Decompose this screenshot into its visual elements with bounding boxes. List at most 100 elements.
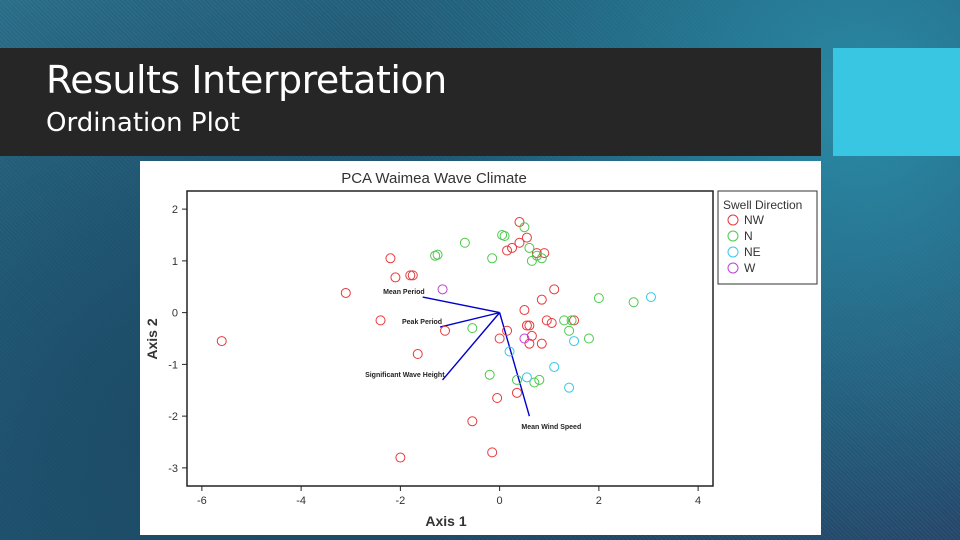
point-nw xyxy=(340,287,351,298)
point-n xyxy=(467,323,478,334)
point-nw xyxy=(502,245,513,256)
point-n xyxy=(526,255,537,266)
slide-title: Results Interpretation xyxy=(46,58,447,102)
x-tick-label: -2 xyxy=(395,495,405,507)
point-n xyxy=(628,297,639,308)
point-n xyxy=(487,253,498,264)
point-nw xyxy=(390,272,401,283)
legend-label-n: N xyxy=(744,229,753,243)
point-nw xyxy=(405,270,416,281)
y-tick-label: -3 xyxy=(168,463,178,475)
vector-line xyxy=(498,312,531,417)
point-n xyxy=(531,250,542,261)
vector-label: Significant Wave Height xyxy=(365,372,445,379)
point-n xyxy=(459,237,470,248)
point-nw xyxy=(569,315,580,326)
point-nw xyxy=(395,452,406,463)
title-bar xyxy=(0,48,821,156)
x-tick-label: 0 xyxy=(497,495,503,507)
y-ticks: -3 -2 -1 0 1 2 xyxy=(168,204,187,475)
point-nw xyxy=(526,330,537,341)
legend: Swell Direction NW N NE W xyxy=(717,190,818,285)
point-nw xyxy=(502,325,513,336)
legend-marker-nw xyxy=(727,214,739,226)
x-tick-label: 4 xyxy=(695,495,701,507)
x-tick-label: 2 xyxy=(596,495,602,507)
vector-line xyxy=(422,296,500,314)
point-n xyxy=(566,315,577,326)
legend-label-w: W xyxy=(744,261,756,275)
point-nw xyxy=(440,325,451,336)
point-nw xyxy=(514,217,525,228)
y-tick-label: 0 xyxy=(172,308,178,320)
point-nw xyxy=(546,317,557,328)
vector-label: Mean Wind Speed xyxy=(521,424,581,431)
point-ne xyxy=(564,382,575,393)
point-nw xyxy=(521,232,532,243)
legend-marker-ne xyxy=(727,246,739,258)
point-nw xyxy=(531,248,542,259)
point-nw xyxy=(519,305,530,316)
point-n xyxy=(484,369,495,380)
loading-vectors: Mean Period Peak Period Significant Wave H… xyxy=(365,289,581,431)
point-nw xyxy=(216,336,227,347)
vector-line xyxy=(439,311,500,328)
point-n xyxy=(524,242,535,253)
x-tick-label: -6 xyxy=(197,495,207,507)
y-tick-label: -1 xyxy=(168,359,178,371)
point-nw xyxy=(385,253,396,264)
legend-label-ne: NE xyxy=(744,245,761,259)
legend-box xyxy=(717,190,818,285)
data-points xyxy=(216,217,656,463)
y-tick-label: 1 xyxy=(172,256,178,268)
x-axis-label: Axis 1 xyxy=(425,513,466,529)
point-n xyxy=(511,374,522,385)
point-ne xyxy=(645,292,656,303)
point-nw xyxy=(507,242,518,253)
point-n xyxy=(432,249,443,260)
point-nw xyxy=(407,270,418,281)
chart-title: PCA Waimea Wave Climate xyxy=(341,170,527,187)
accent-box xyxy=(833,48,960,156)
point-nw xyxy=(549,284,560,295)
point-n xyxy=(499,231,510,242)
y-axis-label: Axis 2 xyxy=(144,318,160,359)
point-nw xyxy=(514,237,525,248)
point-nw xyxy=(524,320,535,331)
point-nw xyxy=(492,393,503,404)
y-tick-label: -2 xyxy=(168,411,178,423)
slide-subtitle: Ordination Plot xyxy=(46,108,240,138)
x-ticks: -6 -4 -2 0 2 4 xyxy=(197,486,701,507)
vector-label: Peak Period xyxy=(402,319,442,326)
point-nw xyxy=(412,349,423,360)
point-n xyxy=(564,325,575,336)
legend-label-nw: NW xyxy=(744,213,765,227)
point-nw xyxy=(539,248,550,259)
legend-marker-w xyxy=(727,262,739,274)
point-ne xyxy=(504,346,515,357)
point-n xyxy=(593,293,604,304)
point-n xyxy=(534,374,545,385)
point-n xyxy=(559,315,570,326)
point-n xyxy=(519,222,530,233)
point-nw xyxy=(536,338,547,349)
vector-label: Mean Period xyxy=(383,289,425,296)
chart-panel: PCA Waimea Wave Climate Axis 1 Axis 2 -6… xyxy=(140,161,821,535)
point-nw xyxy=(511,387,522,398)
point-ne xyxy=(549,361,560,372)
pca-chart: PCA Waimea Wave Climate Axis 1 Axis 2 -6… xyxy=(144,170,818,529)
point-nw xyxy=(467,416,478,427)
point-nw xyxy=(536,294,547,305)
legend-marker-n xyxy=(727,230,739,242)
point-n xyxy=(529,377,540,388)
point-nw xyxy=(375,315,386,326)
point-ne xyxy=(569,336,580,347)
point-n xyxy=(536,253,547,264)
point-n xyxy=(583,333,594,344)
point-nw xyxy=(521,320,532,331)
x-tick-label: -4 xyxy=(296,495,306,507)
vector-line xyxy=(442,312,501,381)
point-w xyxy=(437,284,448,295)
point-nw xyxy=(541,315,552,326)
point-w xyxy=(519,333,530,344)
